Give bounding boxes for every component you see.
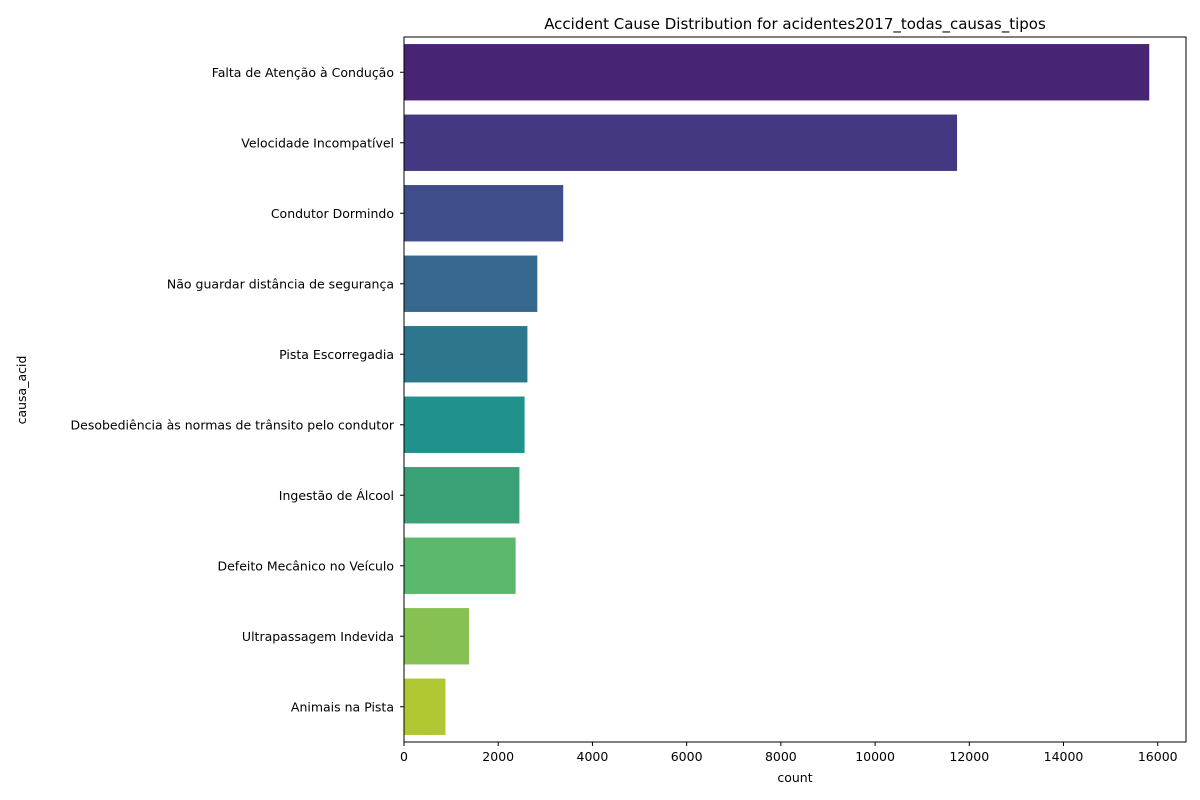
x-tick-label-7: 14000 — [1044, 749, 1084, 764]
x-tick-label-3: 6000 — [671, 749, 703, 764]
x-tick-label-4: 8000 — [765, 749, 797, 764]
y-tick-label-5: Desobediência às normas de trânsito pelo… — [71, 417, 395, 432]
y-tick-label-3: Não guardar distância de segurança — [167, 276, 394, 291]
x-tick-label-6: 12000 — [949, 749, 989, 764]
y-axis-title: causa_acid — [14, 356, 29, 425]
y-tick-labels: Falta de Atenção à Condução Velocidade In… — [71, 65, 404, 714]
y-tick-label-1: Velocidade Incompatível — [241, 135, 394, 150]
bar-8 — [404, 608, 470, 665]
bar-4 — [404, 326, 528, 383]
y-tick-label-4: Pista Escorregadia — [279, 347, 394, 362]
x-tick-label-0: 0 — [400, 749, 408, 764]
bar-1 — [404, 114, 958, 171]
axes-frame — [403, 36, 1187, 743]
bar-2 — [404, 185, 564, 242]
y-tick-label-8: Ultrapassagem Indevida — [242, 629, 394, 644]
bar-7 — [404, 537, 516, 594]
x-axis-ticks: 0 2000 4000 6000 8000 10000 12000 14000 16000 — [400, 742, 1178, 764]
bar-9 — [404, 678, 446, 735]
chart-title: Accident Cause Distribution for acidente… — [544, 15, 1046, 34]
y-tick-label-0: Falta de Atenção à Condução — [212, 65, 394, 80]
y-tick-label-6: Ingestão de Álcool — [279, 488, 394, 503]
plot-frame — [403, 36, 1187, 743]
bar-3 — [404, 255, 538, 312]
x-tick-label-5: 10000 — [855, 749, 895, 764]
y-tick-label-7: Defeito Mecânico no Veículo — [217, 558, 394, 573]
bars-group — [404, 44, 1150, 735]
x-tick-label-8: 16000 — [1138, 749, 1178, 764]
bar-0 — [404, 44, 1150, 101]
y-tick-label-9: Animais na Pista — [291, 699, 394, 714]
x-tick-label-1: 2000 — [482, 749, 514, 764]
y-tick-label-2: Condutor Dormindo — [271, 206, 394, 221]
x-tick-label-2: 4000 — [577, 749, 609, 764]
bar-5 — [404, 396, 525, 453]
bar-6 — [404, 467, 520, 524]
x-axis-title: count — [777, 770, 812, 785]
